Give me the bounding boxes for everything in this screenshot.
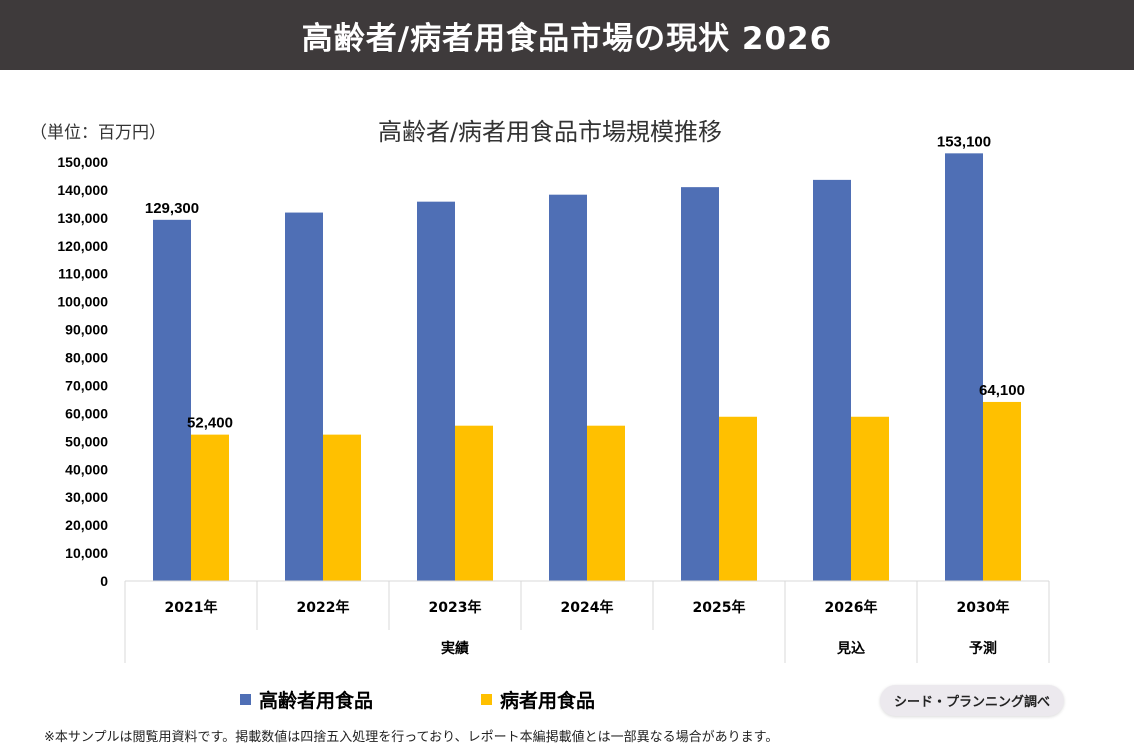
- y-tick-label: 10,000: [65, 545, 108, 561]
- bar-patient: [983, 401, 1021, 581]
- y-tick-label: 120,000: [57, 238, 108, 254]
- data-label: 129,300: [145, 200, 199, 217]
- y-tick-label: 130,000: [57, 210, 108, 226]
- bar-elderly: [417, 201, 455, 581]
- legend-swatch-patient: [481, 694, 493, 705]
- bar-patient: [719, 416, 757, 581]
- y-tick-label: 90,000: [65, 322, 108, 338]
- unit-label: （単位：百万円）: [30, 123, 166, 143]
- y-tick-label: 30,000: [65, 489, 108, 505]
- x-tick-label: 2026年: [825, 599, 878, 616]
- data-label: 64,100: [979, 382, 1025, 399]
- y-tick-label: 70,000: [65, 377, 108, 393]
- bar-patient: [851, 416, 889, 581]
- y-tick-label: 50,000: [65, 433, 108, 449]
- legend-item-patient: 病者用食品: [481, 686, 595, 713]
- bar-elderly: [549, 194, 587, 581]
- x-tick-label: 2030年: [957, 599, 1010, 616]
- y-tick-label: 110,000: [58, 266, 108, 282]
- y-tick-label: 0: [100, 573, 108, 589]
- bar-patient: [323, 434, 361, 581]
- bar-elderly: [681, 187, 719, 581]
- y-tick-label: 100,000: [57, 294, 108, 310]
- page-title: 高齢者/病者用食品市場の現状 2026: [301, 20, 833, 57]
- chart-title: 高齢者/病者用食品市場規模推移: [377, 118, 723, 146]
- x-tick-label: 2025年: [693, 599, 746, 616]
- y-tick-label: 40,000: [65, 461, 108, 477]
- bar-elderly: [285, 212, 323, 581]
- x-tick-label: 2023年: [429, 599, 482, 616]
- y-tick-label: 60,000: [65, 405, 108, 421]
- y-tick-label: 20,000: [65, 517, 108, 533]
- bar-patient: [191, 434, 229, 581]
- bar-elderly: [813, 179, 851, 582]
- data-label: 52,400: [187, 415, 233, 432]
- footnote: ※本サンプルは閲覧用資料です。掲載数値は四捨五入処理を行っており、レポート本編掲…: [44, 730, 779, 745]
- data-label: 153,100: [937, 133, 991, 150]
- legend: 高齢者用食品 病者用食品: [240, 686, 595, 713]
- bar-patient: [587, 425, 625, 581]
- x-tick-label: 2022年: [297, 599, 350, 616]
- x-tick-label: 2024年: [561, 599, 614, 616]
- bar-patient: [455, 425, 493, 581]
- source-badge: シード・プランニング調べ: [880, 685, 1065, 716]
- legend-label-elderly: 高齢者用食品: [259, 690, 374, 712]
- group-label: 予測: [969, 640, 997, 657]
- header-bar: 高齢者/病者用食品市場の現状 2026: [0, 0, 1134, 70]
- y-tick-label: 140,000: [57, 182, 108, 198]
- legend-swatch-elderly: [240, 694, 251, 705]
- x-tick-label: 2021年: [165, 599, 218, 616]
- group-label: 実績: [441, 640, 469, 657]
- y-tick-label: 150,000: [57, 154, 108, 170]
- legend-label-patient: 病者用食品: [500, 690, 596, 712]
- group-label: 見込: [836, 640, 865, 657]
- bar-elderly: [945, 153, 983, 581]
- bar-elderly: [153, 219, 191, 581]
- y-tick-label: 80,000: [65, 350, 108, 366]
- legend-item-elderly: 高齢者用食品: [240, 686, 373, 713]
